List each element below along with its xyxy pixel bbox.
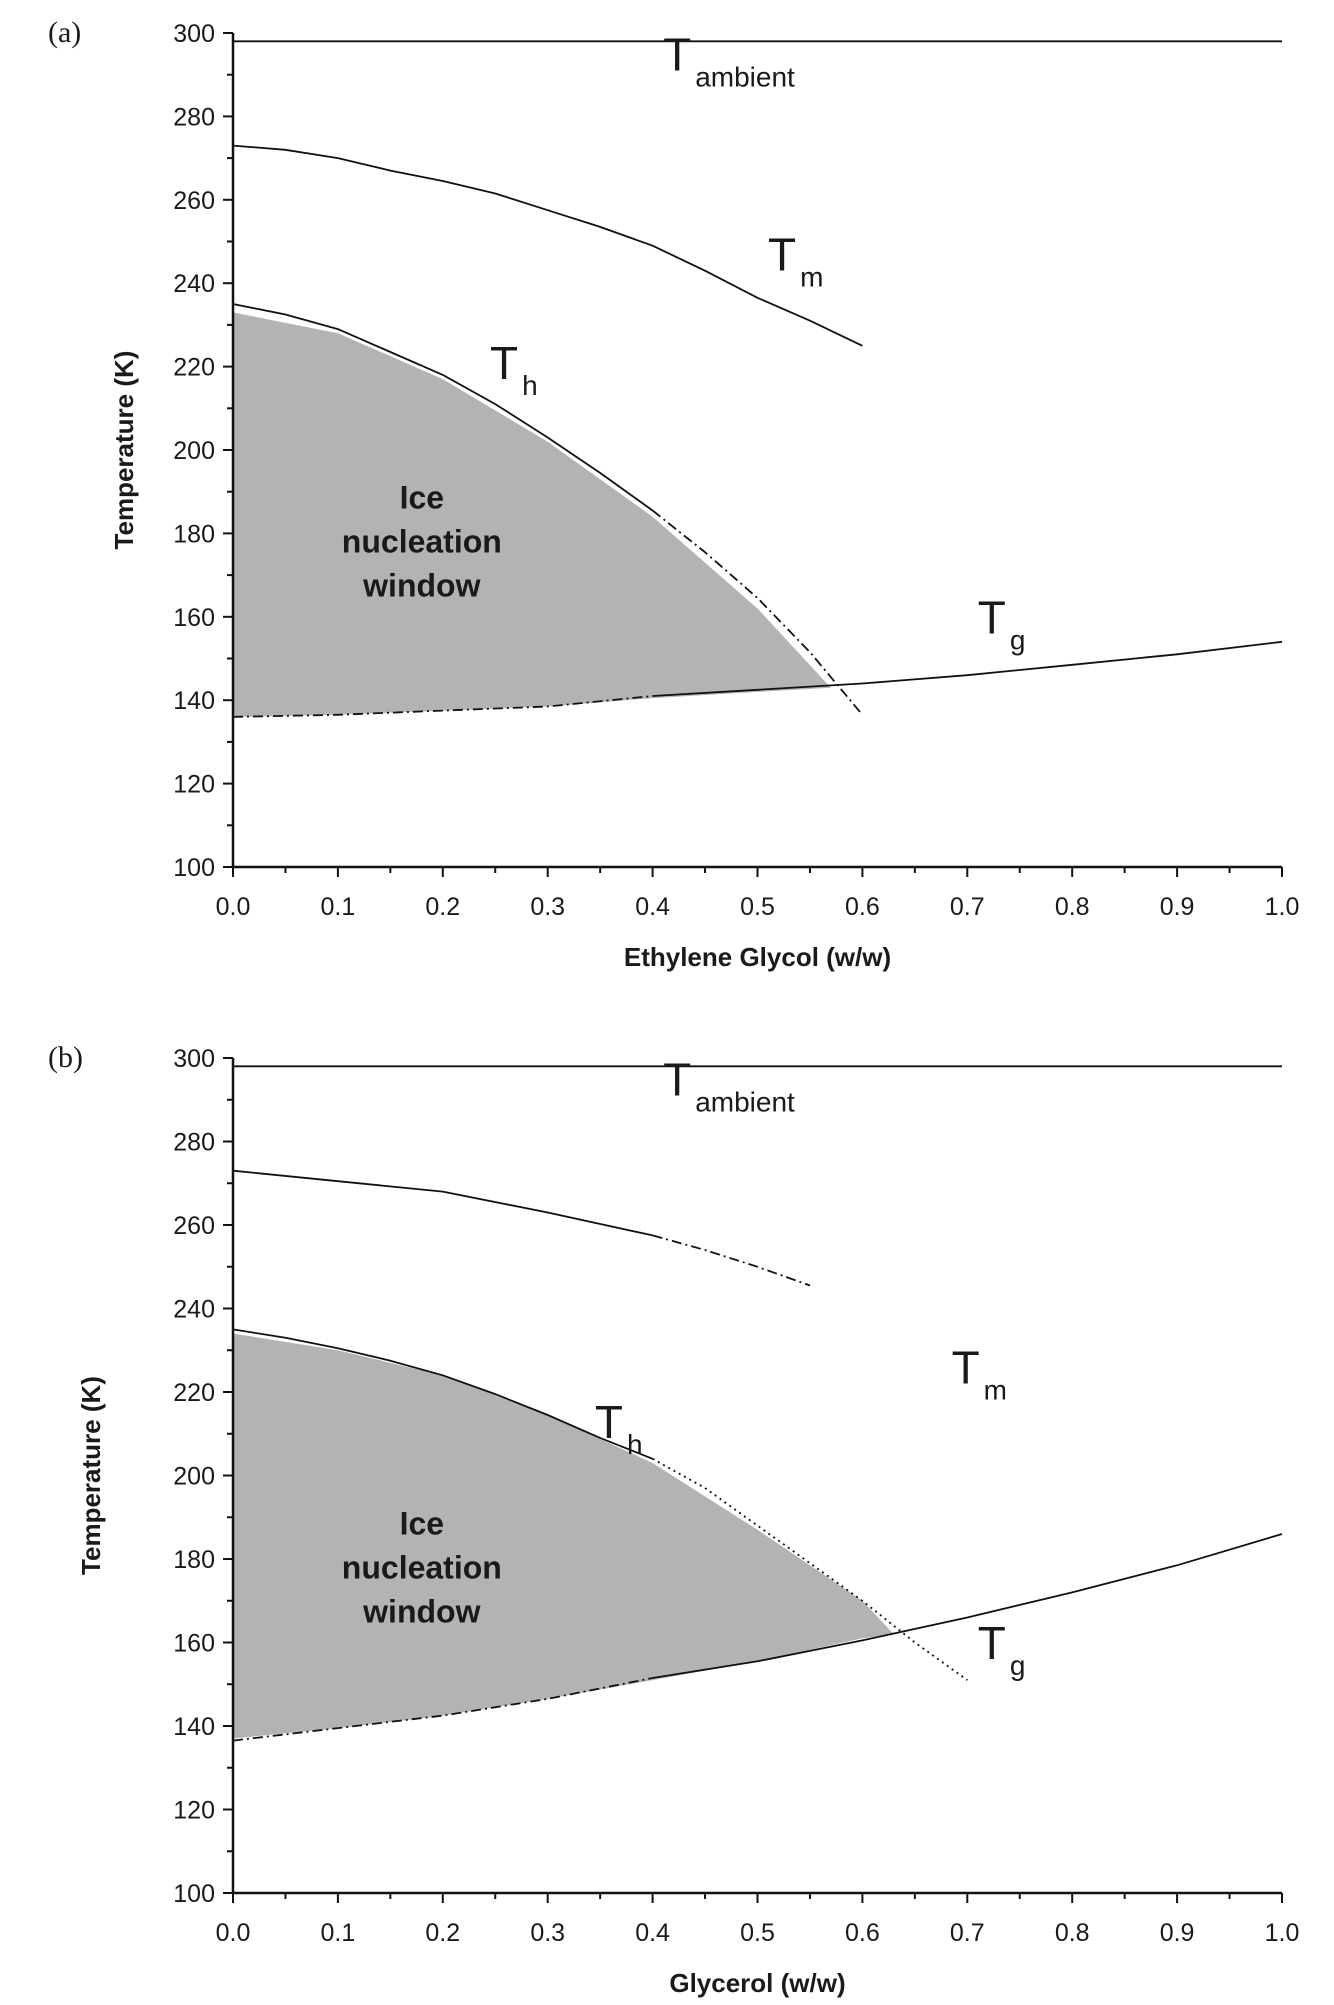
series-line-t-g [652, 640, 1283, 697]
y-tick-label: 220 [173, 354, 215, 382]
ice-nucleation-window-label: window [362, 568, 480, 604]
x-tick-label: 0.3 [530, 1919, 565, 1947]
x-tick-label: 0.2 [425, 1919, 460, 1947]
series-label-main: T [663, 1054, 691, 1106]
x-tick-label: 0.7 [950, 1919, 985, 1947]
series-label-subscript: h [627, 1429, 643, 1460]
y-axis-title: Temperature (K) [109, 351, 139, 550]
y-tick-label: 300 [173, 1045, 215, 1073]
y-tick-label: 200 [173, 437, 215, 465]
y-tick-label: 260 [173, 187, 215, 215]
y-tick-label: 260 [173, 1212, 215, 1240]
y-tick-label: 160 [173, 604, 215, 632]
x-tick-label: 0.8 [1055, 893, 1090, 921]
y-tick-label: 200 [173, 1463, 215, 1491]
y-tick-label: 280 [173, 103, 215, 131]
x-tick-label: 0.4 [635, 893, 670, 921]
panel-b-chart: 0.0 0.1 0.2 0.3 0.4 0.5 0.6 0.7 0.8 0.9 1.0 100 120 1… [48, 1041, 1299, 1998]
y-tick-label: 240 [173, 1296, 215, 1324]
series-label-main: T [978, 591, 1006, 643]
series-label-subscript: m [984, 1375, 1007, 1406]
x-tick-label: 1.0 [1265, 1919, 1300, 1947]
x-tick-label: 0.3 [530, 893, 565, 921]
x-tick-label: 0.8 [1055, 1919, 1090, 1947]
ice-nucleation-window-label: nucleation [342, 1549, 502, 1585]
series-line-t-h-extrapolated [652, 509, 864, 716]
x-tick-label: 0.2 [425, 893, 460, 921]
series-label-subscript: g [1010, 624, 1026, 655]
y-tick-label: 100 [173, 854, 215, 882]
ice-nucleation-region [233, 1333, 894, 1739]
series-line-t-h [232, 303, 654, 512]
series-label-subscript: ambient [695, 1087, 795, 1118]
series-label-main: T [768, 229, 796, 281]
ice-nucleation-window-label: window [362, 1593, 480, 1629]
y-tick-label: 140 [173, 687, 215, 715]
x-tick-label: 0.6 [845, 1919, 880, 1947]
y-tick-label: 280 [173, 1129, 215, 1157]
x-tick-label: 0.9 [1160, 893, 1195, 921]
series-line-t-h [232, 1328, 653, 1460]
series-label-subscript: h [522, 370, 538, 401]
x-tick-label: 0.1 [321, 893, 356, 921]
series-line-t-m [232, 144, 863, 347]
series-line-t-g [652, 1533, 1283, 1679]
panel-label: (b) [48, 1041, 83, 1074]
ice-nucleation-region [233, 312, 831, 717]
x-tick-label: 0.5 [740, 893, 775, 921]
x-tick-label: 0.0 [216, 893, 251, 921]
y-tick-label: 240 [173, 270, 215, 298]
y-tick-label: 180 [173, 520, 215, 548]
y-tick-label: 300 [173, 20, 215, 48]
x-tick-label: 0.7 [950, 893, 985, 921]
series-label-main: T [952, 1342, 980, 1394]
y-tick-label: 180 [173, 1546, 215, 1574]
x-tick-label: 0.0 [216, 1919, 251, 1947]
x-tick-label: 1.0 [1265, 893, 1300, 921]
x-tick-label: 0.4 [635, 1919, 670, 1947]
x-tick-label: 0.6 [845, 893, 880, 921]
x-axis-title: Ethylene Glycol (w/w) [624, 942, 891, 972]
series-line-t-g-lower [232, 695, 653, 718]
panel-a-chart: 0.0 0.1 0.2 0.3 0.4 0.5 0.6 0.7 0.8 0.9 1.0 100 120 1… [48, 16, 1299, 972]
series-label-main: T [595, 1396, 623, 1448]
y-tick-label: 120 [173, 771, 215, 799]
series-label-main: T [663, 29, 691, 81]
y-tick-label: 140 [173, 1713, 215, 1741]
x-axis-title: Glycerol (w/w) [669, 1968, 845, 1998]
series-line-t-m-extrapolated [652, 1234, 811, 1287]
ice-nucleation-window-label: Ice [400, 480, 444, 516]
series-label-subscript: g [1010, 1650, 1026, 1681]
x-tick-label: 0.5 [740, 1919, 775, 1947]
series-label-main: T [978, 1617, 1006, 1669]
y-axis-title: Temperature (K) [76, 1376, 106, 1575]
series-line-t-m [232, 1169, 653, 1237]
panel-label: (a) [48, 16, 81, 49]
ice-nucleation-window-label: Ice [400, 1505, 444, 1541]
y-tick-label: 100 [173, 1880, 215, 1908]
x-tick-label: 0.1 [321, 1919, 356, 1947]
series-label-subscript: m [800, 262, 823, 293]
ice-nucleation-window-label: nucleation [342, 524, 502, 560]
series-label-subscript: ambient [695, 62, 795, 93]
y-tick-label: 220 [173, 1379, 215, 1407]
y-tick-label: 160 [173, 1630, 215, 1658]
y-tick-label: 120 [173, 1797, 215, 1825]
x-tick-label: 0.9 [1160, 1919, 1195, 1947]
series-label-main: T [490, 337, 518, 389]
